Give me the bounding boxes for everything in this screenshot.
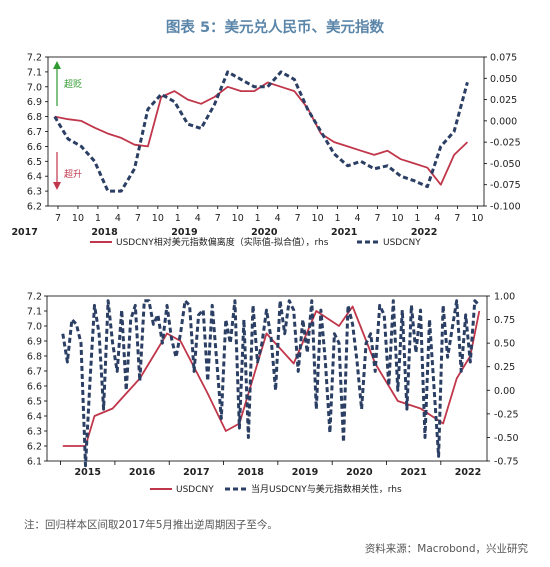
- right-tick-label: 0.75: [494, 315, 515, 326]
- left-tick-label: 6.6: [27, 382, 42, 393]
- source-note: 资料来源：Macrobond，兴业研究: [364, 543, 528, 555]
- left-tick-label: 7.1: [27, 307, 42, 318]
- x-year-label: 2022: [411, 227, 437, 238]
- left-tick-label: 6.8: [27, 112, 42, 123]
- x-tick-label: 10: [232, 213, 244, 224]
- x-year-label: 2020: [346, 467, 373, 478]
- left-tick-label: 6.3: [27, 187, 42, 198]
- left-tick-label: 6.2: [27, 442, 42, 453]
- right-tick-label: -0.100: [490, 202, 521, 213]
- x-tick-label: 10: [471, 213, 483, 224]
- left-tick-label: 7.0: [27, 82, 42, 93]
- x-tick-label: 1: [95, 213, 101, 224]
- right-tick-label: -0.25: [494, 409, 519, 420]
- left-tick-label: 6.7: [27, 367, 42, 378]
- x-year-label: 2022: [455, 467, 481, 478]
- left-tick-label: 6.2: [27, 202, 42, 213]
- x-tick-label: 1: [414, 213, 420, 224]
- x-year-label: 2017: [11, 227, 37, 238]
- left-tick-label: 6.8: [27, 352, 42, 363]
- chart-title: 图表 5：美元兑人民币、美元指数: [165, 20, 385, 36]
- x-tick-label: 7: [55, 213, 61, 224]
- left-tick-label: 7.0: [27, 322, 42, 333]
- x-tick-label: 4: [195, 213, 201, 224]
- x-year-label: 2015: [75, 467, 101, 478]
- x-tick-label: 1: [255, 213, 261, 224]
- x-year-label: 2021: [400, 467, 426, 478]
- right-tick-label: 0.075: [490, 53, 517, 64]
- right-tick-label: 0.025: [490, 95, 517, 106]
- right-tick-label: -0.75: [494, 457, 519, 468]
- left-tick-label: 6.7: [27, 127, 42, 138]
- x-year-label: 2016: [129, 467, 156, 478]
- x-year-label: 2018: [91, 227, 118, 238]
- x-tick-label: 10: [312, 213, 324, 224]
- x-year-label: 2020: [251, 227, 278, 238]
- right-tick-label: -0.50: [494, 433, 519, 444]
- bottom-chart: 6.1 6.2 6.3 6.4 6.5 6.6 6.7 6.8 6.9 7.0 7.1 7.2 -0.7…: [27, 292, 519, 496]
- series-line-correlation: [61, 299, 481, 468]
- x-tick-label: 7: [454, 213, 460, 224]
- x-tick-label: 7: [295, 213, 301, 224]
- left-tick-label: 6.3: [27, 427, 42, 438]
- arrow-up-head-icon: [53, 61, 61, 69]
- arrow-down-head-icon: [53, 182, 61, 190]
- left-tick-label: 6.4: [27, 412, 42, 423]
- legend-label-deviation: USDCNY相对美元指数偏离度（实际值-拟合值），rhs: [116, 236, 329, 248]
- left-tick-label: 6.1: [27, 457, 42, 468]
- footnote: 注：回归样本区间取2017年5月推出逆周期因子至今。: [24, 519, 278, 531]
- x-tick-label: 10: [391, 213, 403, 224]
- plot-frame: [46, 295, 488, 462]
- series-line-deviation: [54, 81, 469, 186]
- x-tick-label: 10: [72, 213, 84, 224]
- x-tick-label: 1: [175, 213, 181, 224]
- left-tick-label: 6.5: [27, 397, 42, 408]
- x-tick-label: 10: [152, 213, 164, 224]
- right-tick-label: 0.50: [494, 339, 515, 350]
- legend-label-usdcny: USDCNY: [176, 485, 214, 495]
- left-tick-label: 7.2: [27, 292, 42, 303]
- x-year-label: 2019: [292, 467, 318, 478]
- annotation-depreciation: 超贬: [64, 78, 82, 90]
- left-tick-label: 6.5: [27, 157, 42, 168]
- x-year-label: 2018: [237, 467, 264, 478]
- x-tick-label: 7: [374, 213, 380, 224]
- series-line-usdcny: [62, 305, 481, 447]
- left-tick-label: 6.9: [27, 97, 42, 108]
- right-tick-label: 0.00: [494, 386, 515, 397]
- x-tick-label: 7: [135, 213, 141, 224]
- series-line-usdcny: [53, 70, 469, 193]
- left-tick-label: 7.2: [27, 53, 42, 64]
- left-tick-label: 7.1: [27, 67, 42, 78]
- x-tick-label: 4: [434, 213, 440, 224]
- x-tick-label: 4: [115, 213, 121, 224]
- x-year-label: 2021: [331, 227, 357, 238]
- annotation-appreciation: 超升: [64, 168, 82, 180]
- right-tick-label: 1.00: [494, 292, 515, 303]
- right-tick-label: 0.000: [490, 116, 517, 127]
- left-tick-label: 6.6: [27, 142, 42, 153]
- left-tick-label: 6.9: [27, 337, 42, 348]
- x-tick-label: 7: [215, 213, 221, 224]
- x-year-label: 2019: [171, 227, 197, 238]
- top-chart: 6.2 6.3 6.4 6.5 6.6 6.7 6.8 6.9 7.0 7.1 7.2 -0.100 -…: [11, 53, 520, 249]
- legend-label-usdcny: USDCNY: [383, 238, 421, 248]
- right-tick-label: -0.075: [490, 180, 521, 191]
- right-tick-label: -0.050: [490, 159, 521, 170]
- x-tick-label: 4: [275, 213, 281, 224]
- right-tick-label: 0.050: [490, 74, 517, 85]
- right-tick-label: -0.025: [490, 138, 521, 149]
- x-year-label: 2017: [183, 467, 209, 478]
- right-tick-label: 0.25: [494, 362, 515, 373]
- left-tick-label: 6.4: [27, 172, 42, 183]
- legend-label-correlation: 当月USDCNY与美元指数相关性，rhs: [251, 483, 402, 495]
- x-tick-label: 1: [335, 213, 341, 224]
- x-tick-label: 4: [355, 213, 361, 224]
